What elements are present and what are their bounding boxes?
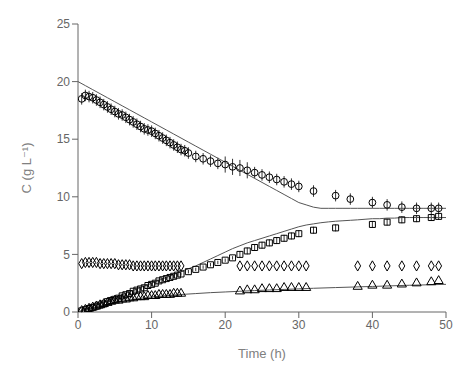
svg-text:5: 5: [63, 248, 70, 262]
svg-text:50: 50: [439, 318, 453, 332]
svg-text:10: 10: [145, 318, 159, 332]
svg-text:C (g L⁻¹): C (g L⁻¹): [19, 143, 34, 194]
svg-text:25: 25: [57, 17, 71, 31]
svg-text:30: 30: [292, 318, 306, 332]
svg-text:0: 0: [75, 318, 82, 332]
svg-text:20: 20: [219, 318, 233, 332]
svg-text:20: 20: [57, 75, 71, 89]
svg-text:10: 10: [57, 190, 71, 204]
svg-text:15: 15: [57, 132, 71, 146]
svg-text:40: 40: [366, 318, 380, 332]
svg-text:Time (h): Time (h): [238, 346, 286, 361]
svg-text:0: 0: [63, 305, 70, 319]
